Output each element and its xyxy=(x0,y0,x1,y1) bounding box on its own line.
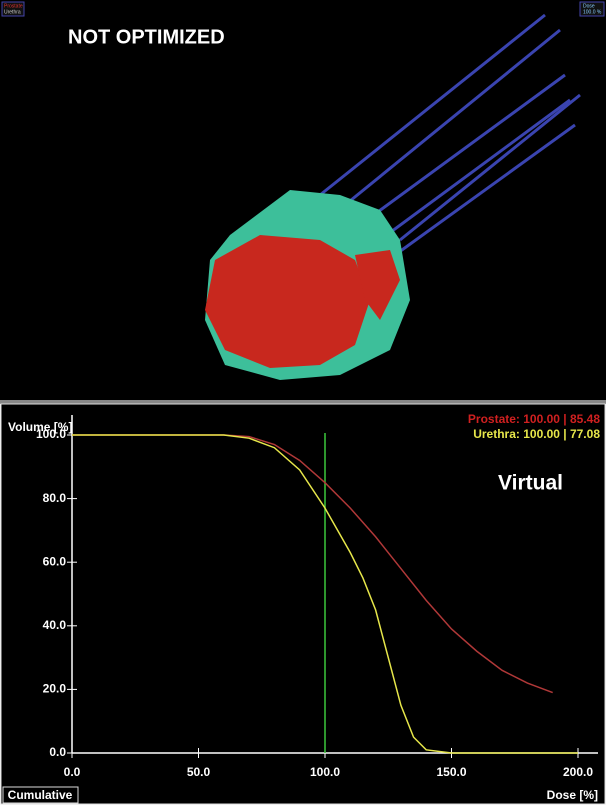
legend-entry: Prostate: 100.00 | 85.48 xyxy=(468,412,600,426)
x-tick-label: 0.0 xyxy=(64,765,81,779)
legend-entry: Urethra: 100.00 | 77.08 xyxy=(473,427,600,441)
y-tick-label: 20.0 xyxy=(43,682,67,696)
y-tick-label: 80.0 xyxy=(43,491,67,505)
y-tick-label: 0.0 xyxy=(49,745,66,759)
dose-label: 100.0 % xyxy=(583,9,602,15)
x-tick-label: 100.0 xyxy=(310,765,340,779)
x-tick-label: 200.0 xyxy=(563,765,593,779)
structure-label: Urethra xyxy=(4,9,21,15)
y-tick-label: 40.0 xyxy=(43,618,67,632)
page: NOT OPTIMIZED Prostate Urethra Dose 100.… xyxy=(0,0,606,805)
mode-button-label[interactable]: Cumulative xyxy=(8,788,73,802)
y-axis-label: Volume [%] xyxy=(8,420,72,434)
urethra-surface xyxy=(205,235,370,368)
x-tick-label: 50.0 xyxy=(187,765,211,779)
x-axis-label: Dose [%] xyxy=(547,788,598,802)
chart-subtitle: Virtual xyxy=(498,472,563,495)
view-title: NOT OPTIMIZED xyxy=(68,26,225,48)
separator xyxy=(0,400,606,404)
x-tick-label: 150.0 xyxy=(436,765,466,779)
screen: NOT OPTIMIZED Prostate Urethra Dose 100.… xyxy=(0,0,606,805)
y-tick-label: 60.0 xyxy=(43,554,67,568)
